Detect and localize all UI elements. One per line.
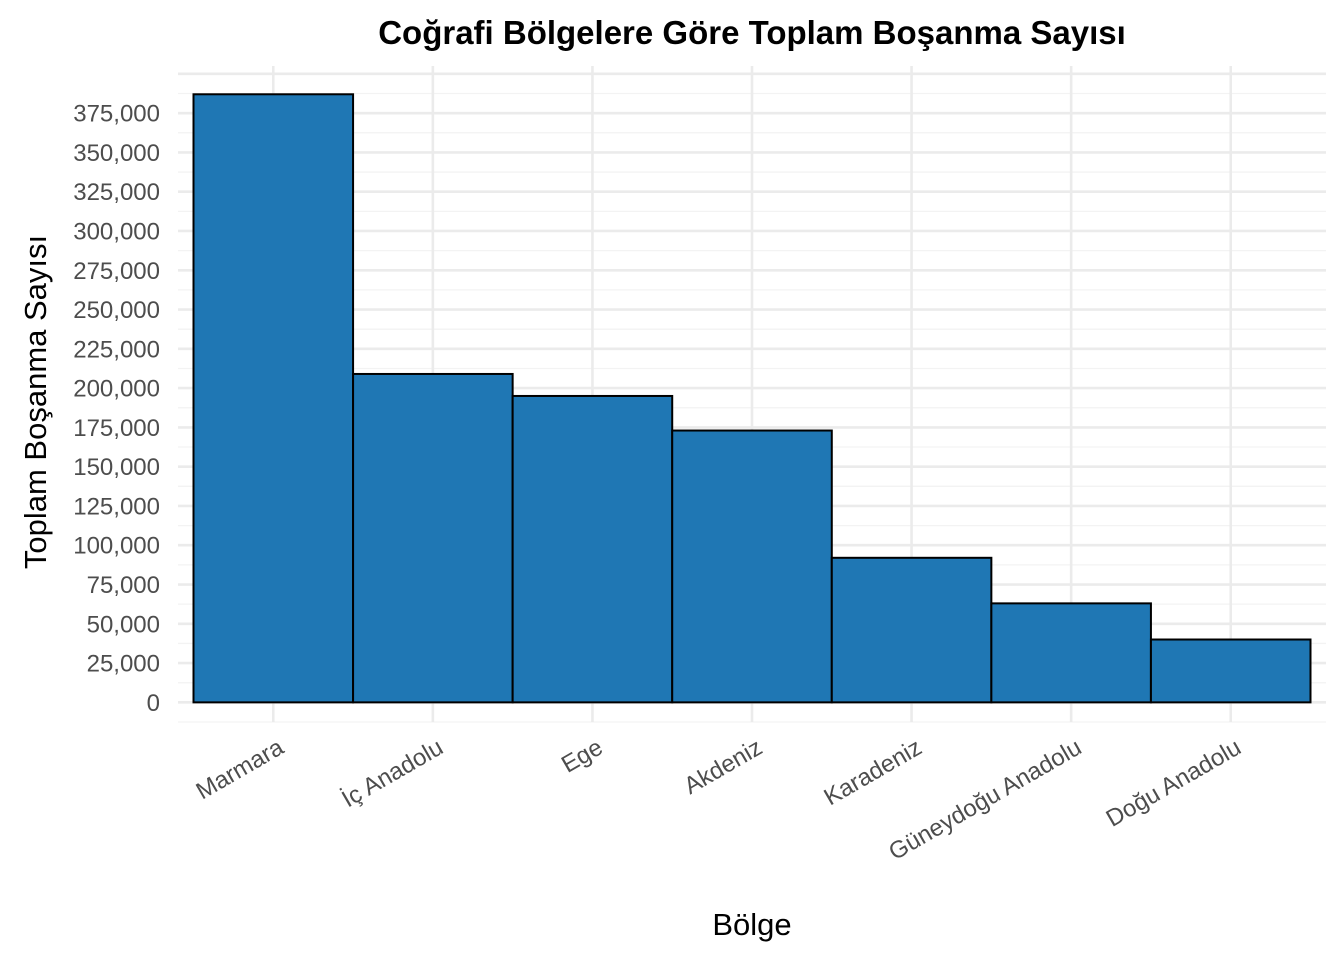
y-tick-label: 200,000	[73, 376, 160, 403]
bars	[192, 93, 1312, 704]
bar-doğu-anadolu	[1149, 638, 1312, 704]
y-tick-label: 300,000	[73, 218, 160, 245]
y-tick-label: 275,000	[73, 258, 160, 285]
y-tick-label: 25,000	[87, 651, 160, 678]
y-axis-title: Toplam Boşanma Sayısı	[18, 235, 53, 569]
y-tick-label: 225,000	[73, 336, 160, 363]
y-tick-label: 100,000	[73, 533, 160, 560]
y-tick-label: 75,000	[87, 572, 160, 599]
bar-marmara	[192, 93, 355, 704]
y-tick-label: 350,000	[73, 140, 160, 167]
bar-ege	[511, 394, 674, 704]
x-tick-label: Akdeniz	[680, 734, 767, 800]
y-tick-label: 250,000	[73, 297, 160, 324]
y-tick-label: 0	[147, 690, 160, 717]
y-tick-label: 175,000	[73, 415, 160, 442]
chart-title: Coğrafi Bölgelere Göre Toplam Boşanma Sa…	[378, 14, 1126, 51]
x-tick-label: Karadeniz	[819, 734, 926, 811]
y-tick-label: 375,000	[73, 101, 160, 128]
y-tick-label: 50,000	[87, 611, 160, 638]
x-axis-title: Bölge	[712, 907, 791, 942]
y-tick-label: 150,000	[73, 454, 160, 481]
x-tick-label: İç Anadolu	[337, 734, 448, 813]
bar-akdeniz	[671, 429, 833, 704]
x-tick-label: Marmara	[192, 733, 289, 805]
y-tick-label: 125,000	[73, 493, 160, 520]
x-axis-ticks: Marmara İç Anadolu Ege Akdeniz KaradenizGüne…	[192, 733, 1246, 865]
x-tick-label: Ege	[557, 734, 607, 779]
bar-güneydoğu-anadolu	[990, 602, 1152, 704]
y-axis-ticks: 0 25,000 50,000 75,000 100,000 125,000 150,000…	[73, 101, 160, 717]
bar-karadeniz	[830, 556, 993, 704]
bar-i̇ç-anadolu	[352, 372, 514, 704]
x-tick-label: Doğu Anadolu	[1102, 734, 1246, 833]
y-tick-label: 325,000	[73, 179, 160, 206]
